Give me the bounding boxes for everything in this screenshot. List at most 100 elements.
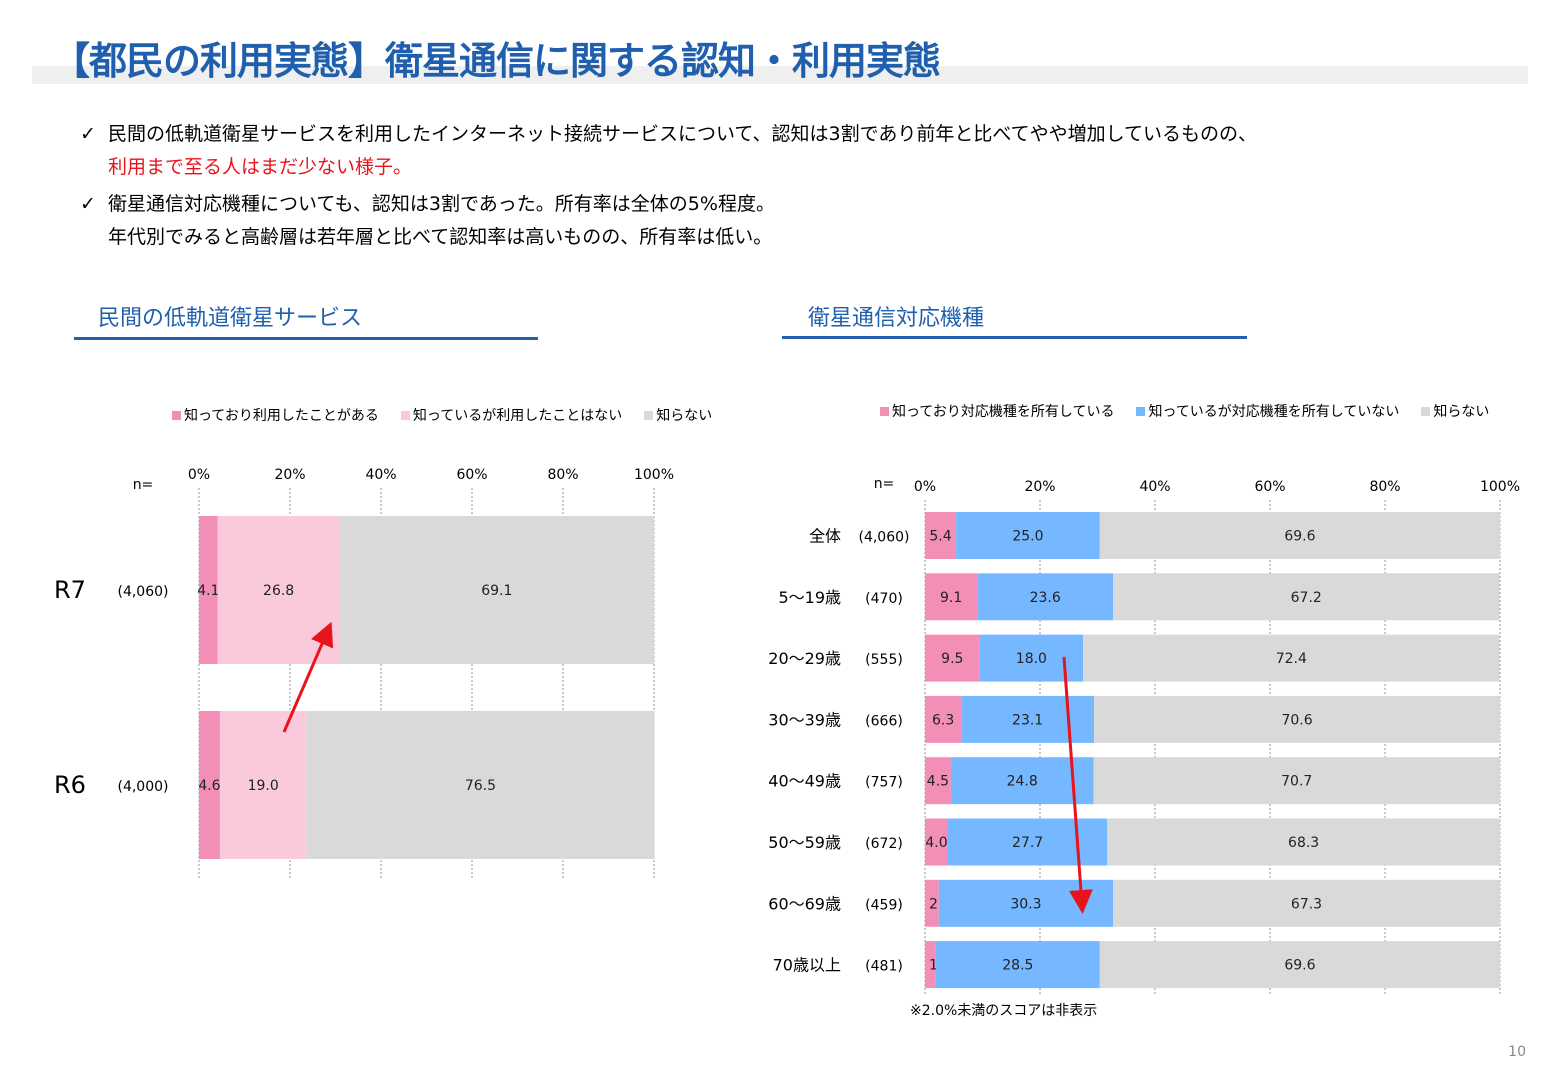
page-title: 【都民の利用実態】衛星通信に関する認知・利用実態 <box>52 39 941 83</box>
right-section-underline <box>782 336 1247 339</box>
data-label: 24.8 <box>1007 774 1038 790</box>
data-label: 19.0 <box>248 778 279 794</box>
data-label: 70.6 <box>1281 712 1312 728</box>
bar-segment <box>935 941 1100 989</box>
bar-segment <box>925 757 951 805</box>
n-value-label: (4,060) <box>858 530 909 546</box>
n-value-label: (470) <box>865 591 903 607</box>
x-tick-label: 0% <box>188 467 210 483</box>
n-header: n= <box>874 476 895 492</box>
bullet-1-line-2: 利用まで至る人はまだ少ない様子。 <box>108 156 413 178</box>
right-stacked-bar-chart: 0% 20% 40% 60% 80% 100% n= 5.4 25.0 69.6 全体 (4,060)… <box>768 476 1520 994</box>
legend-item: 知っているが利用したことはない <box>400 405 623 425</box>
bar-segment <box>948 818 1108 866</box>
data-label: 67.2 <box>1291 590 1322 606</box>
bar-segment <box>925 512 957 559</box>
legend-item: 知らない <box>1421 401 1489 421</box>
bar-segment <box>306 711 655 859</box>
legend-item: 知っているが対応機種を所有していない <box>1136 401 1399 421</box>
legend-swatch <box>172 410 181 420</box>
bar-segment <box>1099 941 1500 989</box>
data-label: 4.0 <box>925 835 947 851</box>
bar-segment <box>1113 573 1500 621</box>
bar-segment <box>925 573 978 621</box>
legend-item: 知らない <box>644 405 712 425</box>
footnote: ※2.0%未満のスコアは非表示 <box>910 1003 1098 1019</box>
bar-segment <box>1099 512 1500 559</box>
right-chart-legend: 知っており対応機種を所有している 知っているが対応機種を所有していない 知らない <box>880 401 1489 421</box>
bullet-2-line-1: 衛星通信対応機種についても、認知は3割であった。所有率は全体の5%程度。 <box>108 193 775 215</box>
legend-swatch <box>1136 406 1146 416</box>
data-label: 27.7 <box>1012 835 1043 851</box>
bar-segment <box>977 573 1114 621</box>
data-label: 18.0 <box>1016 651 1047 667</box>
n-value-label: (672) <box>865 836 903 852</box>
bar-segment <box>219 711 307 859</box>
increase-arrow <box>282 621 334 733</box>
x-tick-label: 20% <box>274 467 305 483</box>
x-tick-label: 60% <box>456 467 487 483</box>
bar-segment <box>950 757 1094 805</box>
data-label: 6.3 <box>932 712 954 728</box>
n-value-label: (481) <box>865 959 903 975</box>
data-label: 23.6 <box>1030 590 1061 606</box>
bar-segment <box>961 695 1095 743</box>
category-label: 20～29歳 <box>768 649 841 668</box>
x-tick-label: 80% <box>1369 479 1400 495</box>
x-tick-label: 40% <box>1139 479 1170 495</box>
x-tick-label: 0% <box>914 479 936 495</box>
bullet-1-line-1: 民間の低軌道衛星サービスを利用したインターネット接続サービスについて、認知は3割… <box>108 123 1258 145</box>
bar-segment <box>925 941 936 989</box>
bullet-list: ✓ 民間の低軌道衛星サービスを利用したインターネット接続サービスについて、認知は… <box>80 118 1257 254</box>
bullet-2: ✓ 衛星通信対応機種についても、認知は3割であった。所有率は全体の5%程度。 年… <box>80 188 1257 254</box>
left-stacked-bar-chart: 0% 20% 40% 60% 80% 100% n= 4.1 26.8 69.1 R7 (4,060)… <box>54 467 674 880</box>
category-label: 70歳以上 <box>773 956 841 975</box>
category-label: 30～39歳 <box>768 710 841 729</box>
left-section-title: 民間の低軌道衛星サービス <box>98 306 363 331</box>
n-value-label: (459) <box>865 897 903 913</box>
bar-segment <box>925 634 980 682</box>
left-chart-legend: 知っており利用したことがある 知っているが利用したことはない 知らない <box>172 405 712 425</box>
trend-arrow <box>1062 656 1093 914</box>
n-value-label: (555) <box>865 652 903 668</box>
bullet-1: ✓ 民間の低軌道衛星サービスを利用したインターネット接続サービスについて、認知は… <box>80 118 1257 184</box>
data-label: 26.8 <box>263 583 294 599</box>
bar-segment <box>1093 757 1500 805</box>
bar-segment <box>1113 879 1500 927</box>
data-label: 69.1 <box>481 583 512 599</box>
n-value-label: (666) <box>865 713 903 729</box>
legend-label: 知らない <box>656 408 713 424</box>
x-tick-label: 60% <box>1254 479 1285 495</box>
data-label: 4.6 <box>198 778 220 794</box>
legend-swatch <box>1421 406 1431 416</box>
data-label: 4.5 <box>927 774 949 790</box>
legend-swatch <box>880 406 889 416</box>
legend-label: 知っているが利用したことはない <box>412 408 623 424</box>
bar-segment <box>1094 695 1500 743</box>
category-label: 40～49歳 <box>768 772 841 791</box>
bar-segment <box>199 516 218 664</box>
data-label: 76.5 <box>465 778 496 794</box>
category-label: R7 <box>54 576 86 604</box>
bar-segment <box>199 711 220 859</box>
page-number: 10 <box>1508 1044 1526 1060</box>
data-label: 28.5 <box>1002 958 1033 974</box>
data-label: 72.4 <box>1276 651 1307 667</box>
x-tick-label: 100% <box>1480 479 1520 495</box>
category-label: 全体 <box>809 527 841 546</box>
legend-swatch <box>644 410 654 420</box>
title-underlay <box>32 66 1528 84</box>
category-label: R6 <box>54 771 86 799</box>
data-label: 9.1 <box>940 590 962 606</box>
legend-item: 知っており利用したことがある <box>172 405 379 425</box>
category-label: 50～59歳 <box>768 833 841 852</box>
bar-segment <box>956 512 1100 559</box>
bar-segment <box>925 695 962 743</box>
data-label: 25.0 <box>1012 529 1043 545</box>
x-tick-label: 80% <box>547 467 578 483</box>
legend-label: 知っており利用したことがある <box>184 408 379 424</box>
bar-segment <box>1107 818 1500 866</box>
legend-label: 知っているが対応機種を所有していない <box>1148 404 1400 420</box>
legend-label: 知っており対応機種を所有している <box>892 404 1115 420</box>
